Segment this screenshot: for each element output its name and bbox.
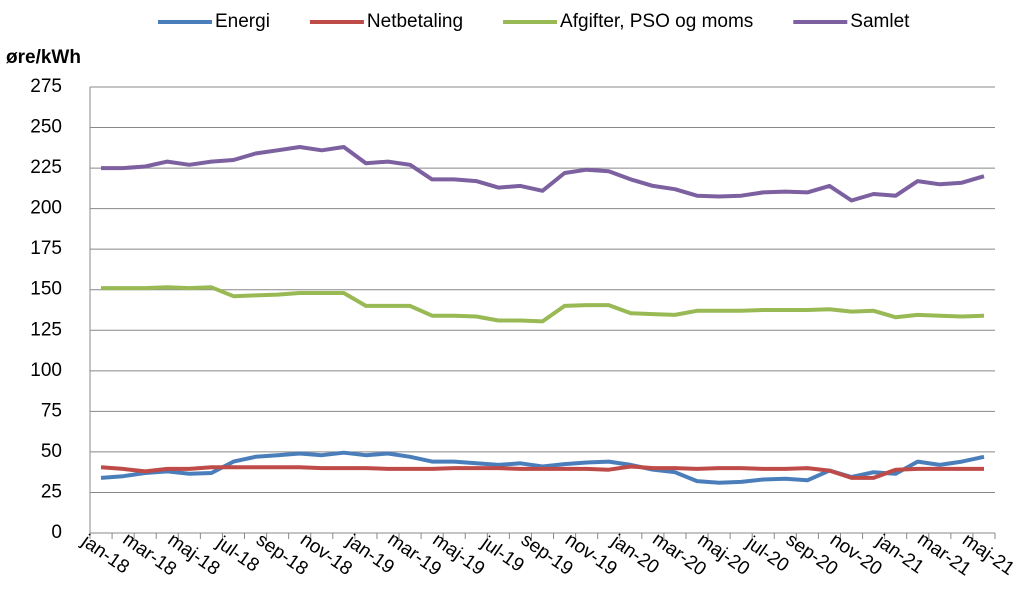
- series-line: [101, 145, 985, 203]
- y-tick-label: 100: [30, 360, 62, 381]
- y-tick-label: 150: [30, 279, 62, 300]
- y-tick-label: 50: [41, 441, 62, 462]
- y-tick-label: 75: [41, 400, 62, 421]
- series-line: [101, 285, 985, 324]
- series-line: [100, 464, 984, 480]
- y-tick-label: 25: [41, 481, 62, 502]
- y-tick-label: 125: [30, 319, 62, 340]
- y-tick-label: 175: [30, 238, 62, 259]
- y-tick-label: 200: [30, 198, 62, 219]
- y-tick-label: 275: [30, 76, 62, 97]
- x-tick-label: nov-18: [296, 529, 356, 580]
- legend-label: Samlet: [850, 11, 910, 32]
- x-tick-label: nov-20: [826, 529, 886, 580]
- y-tick-label: 225: [30, 157, 62, 178]
- x-tick-label: jul-18: [212, 532, 263, 576]
- legend-label: Afgifter, PSO og moms: [560, 11, 753, 32]
- x-tick-label: jul-20: [742, 532, 793, 576]
- y-tick-label: 0: [51, 522, 62, 543]
- legend-label: Energi: [215, 11, 270, 32]
- y-tick-label: 250: [30, 117, 62, 138]
- y-axis-label: øre/kWh: [6, 47, 81, 68]
- x-tick-label: nov-19: [561, 529, 621, 580]
- x-tick-label: jul-19: [477, 532, 528, 576]
- legend-label: Netbetaling: [367, 11, 463, 32]
